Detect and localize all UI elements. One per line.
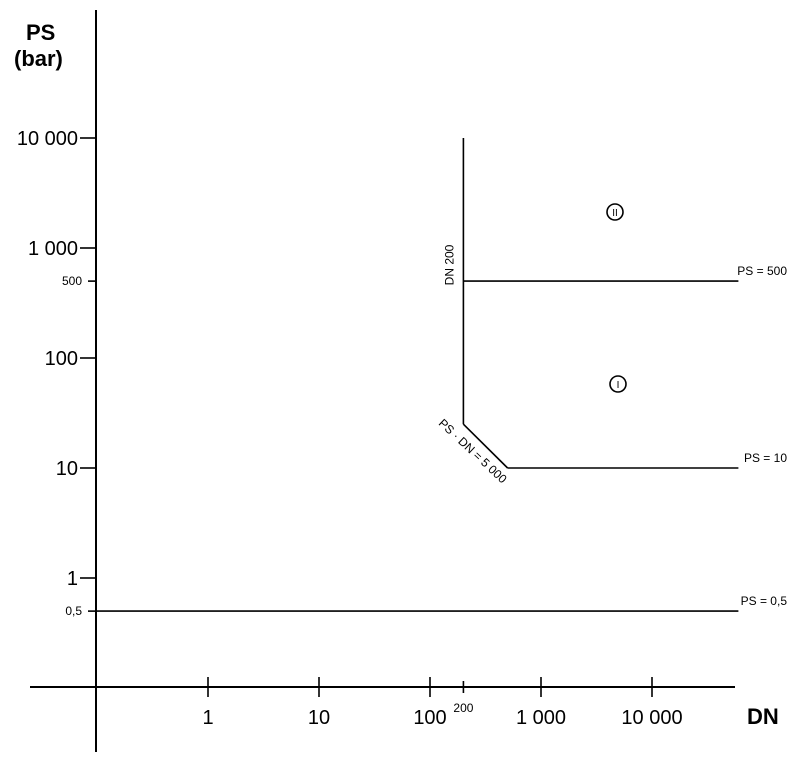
y-tick-label: 100 (45, 348, 78, 370)
x-minor-tick-label: 200 (453, 701, 473, 715)
label-ps-10: PS = 10 (744, 451, 787, 465)
label-ps-500: PS = 500 (737, 264, 787, 278)
category-2-marker: II (606, 203, 624, 221)
annotations: PS = 0,5 PS = 10 PS = 500 DN 200 PS · DN = 5… (436, 203, 788, 608)
category-label: II (612, 208, 618, 219)
x-tick-label: 1 000 (516, 707, 566, 729)
category-label: I (617, 380, 620, 391)
y-minor-tick-label: 0,5 (65, 604, 82, 618)
x-tick-label: 100 (413, 707, 446, 729)
series-line-3 (462, 423, 509, 469)
category-circle (609, 375, 627, 393)
axes (30, 10, 735, 752)
category-1-marker: I (609, 375, 627, 393)
label-ps-dn-5000: PS · DN = 5 000 (436, 416, 510, 486)
y-axis-title-line2: (bar) (14, 46, 63, 71)
category-circle (606, 203, 624, 221)
ticks: 1 10 100 1 000 10 000 200 1 10 100 1 000 10 000 0,5… (17, 128, 683, 729)
series-lines (97, 138, 739, 612)
y-tick-label: 1 000 (28, 238, 78, 260)
y-tick-label: 10 000 (17, 128, 78, 150)
label-dn-200: DN 200 (442, 244, 456, 285)
y-tick-label: 10 (56, 458, 78, 480)
x-tick-label: 10 000 (621, 707, 682, 729)
y-tick-label: 1 (67, 568, 78, 590)
label-ps-0-5: PS = 0,5 (741, 594, 788, 608)
x-tick-label: 10 (308, 707, 330, 729)
y-axis-title-line1: PS (26, 20, 55, 45)
x-tick-label: 1 (202, 707, 213, 729)
y-minor-tick-label: 500 (62, 274, 82, 288)
x-axis-title: DN (747, 704, 779, 729)
